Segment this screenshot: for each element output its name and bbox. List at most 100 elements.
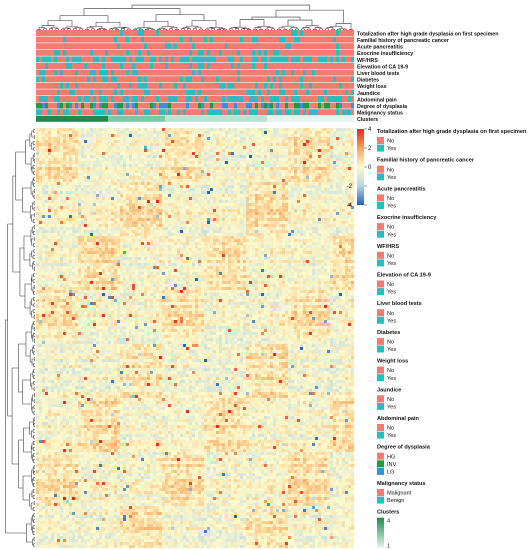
annotation-cell: [123, 69, 127, 76]
heatmap-cell: [60, 140, 64, 144]
heatmap-cell: [336, 197, 340, 201]
heatmap-cell: [207, 140, 211, 144]
heatmap-cell: [330, 182, 334, 186]
heatmap-cell: [270, 161, 274, 165]
heatmap-cell: [150, 152, 154, 156]
heatmap-cell: [57, 194, 61, 198]
heatmap-cell: [126, 194, 130, 198]
heatmap-cell: [123, 143, 127, 147]
heatmap-cell: [324, 152, 328, 156]
heatmap-cell: [60, 200, 64, 204]
heatmap-cell: [330, 128, 334, 132]
heatmap-cell: [81, 173, 85, 177]
annotation-cell: [126, 49, 130, 56]
annotation-cell: [165, 69, 169, 76]
heatmap-cell: [108, 164, 112, 168]
heatmap-cell: [60, 182, 64, 186]
annotation-cell: [204, 82, 208, 89]
annotation-cell: [348, 36, 352, 43]
heatmap-cell: [39, 155, 43, 159]
heatmap-cell: [279, 209, 283, 213]
heatmap-cell: [87, 149, 91, 153]
annotation-cell: [204, 36, 208, 43]
dendrogram-branch: [31, 142, 34, 150]
annotation-cell: [153, 102, 157, 109]
annotation-cell: [48, 63, 52, 69]
heatmap-cell: [63, 200, 67, 204]
annotation-cell: [192, 109, 196, 116]
annotation-cell: [333, 43, 337, 50]
heatmap-cell: [48, 143, 52, 147]
heatmap-cell: [186, 167, 190, 171]
heatmap-cell: [234, 200, 238, 204]
heatmap-cell: [204, 185, 208, 189]
annotation-cell: [66, 36, 70, 43]
annotation-cell: [171, 82, 175, 89]
annotation-cell: [237, 115, 241, 122]
heatmap-cell: [246, 164, 250, 168]
annotation-cell: [78, 109, 82, 116]
heatmap-cell: [222, 131, 226, 135]
heatmap-cell: [153, 131, 157, 135]
heatmap-cell: [339, 149, 343, 153]
annotation-cell: [321, 49, 325, 56]
annotation-cell: [129, 36, 133, 43]
dendrogram-branch: [25, 139, 32, 165]
heatmap-cell: [336, 194, 340, 198]
heatmap-cell: [117, 128, 121, 132]
heatmap-cell: [81, 146, 85, 150]
heatmap-cell: [192, 185, 196, 189]
heatmap-cell: [264, 182, 268, 186]
heatmap-cell: [171, 197, 175, 201]
heatmap-cell: [153, 197, 157, 201]
heatmap-cell: [108, 170, 112, 174]
annotation-cell: [75, 36, 79, 43]
heatmap-cell: [342, 137, 346, 141]
heatmap-cell: [210, 149, 214, 153]
heatmap-cell: [207, 176, 211, 180]
annotation-cell: [339, 109, 343, 116]
heatmap-cell: [138, 152, 142, 156]
heatmap-cell: [351, 146, 355, 150]
heatmap-cell: [321, 128, 325, 132]
annotation-cell: [312, 49, 316, 56]
heatmap-cell: [345, 197, 349, 201]
heatmap-cell: [45, 161, 49, 165]
heatmap-cell: [291, 203, 295, 207]
heatmap-cell: [114, 212, 118, 216]
heatmap-cell: [192, 164, 196, 168]
annotation-cell: [69, 43, 73, 50]
heatmap-cell: [45, 197, 49, 201]
heatmap-cell: [102, 209, 106, 213]
heatmap-cell: [93, 212, 97, 216]
heatmap-cell: [81, 131, 85, 135]
annotation-cell: [144, 56, 148, 63]
annotation-cell: [132, 36, 136, 43]
annotation-cell: [306, 49, 310, 56]
annotation-cell: [345, 49, 349, 56]
heatmap-cell: [240, 146, 244, 150]
heatmap-cell: [120, 161, 124, 165]
dendrogram-branch: [30, 229, 33, 243]
annotation-cell: [261, 49, 265, 56]
heatmap-cell: [234, 176, 238, 180]
heatmap-cell: [81, 176, 85, 180]
heatmap-cell: [300, 170, 304, 174]
annotation-cell: [216, 115, 220, 122]
heatmap-cell: [210, 209, 214, 213]
annotation-track-label: Malignancy status: [357, 111, 403, 117]
heatmap-cell: [96, 182, 100, 186]
heatmap-cell: [237, 158, 241, 162]
heatmap-cell: [192, 203, 196, 207]
heatmap-cell: [258, 134, 262, 138]
heatmap-cell: [42, 218, 46, 222]
heatmap-cell: [69, 176, 73, 180]
annotation-cell: [180, 56, 184, 63]
heatmap-cell: [180, 137, 184, 141]
heatmap-cell: [189, 191, 193, 195]
heatmap-cell: [204, 188, 208, 192]
annotation-cell: [285, 82, 289, 89]
annotation-cell: [309, 115, 313, 122]
heatmap-cell: [222, 218, 226, 222]
annotation-cell: [165, 63, 169, 69]
